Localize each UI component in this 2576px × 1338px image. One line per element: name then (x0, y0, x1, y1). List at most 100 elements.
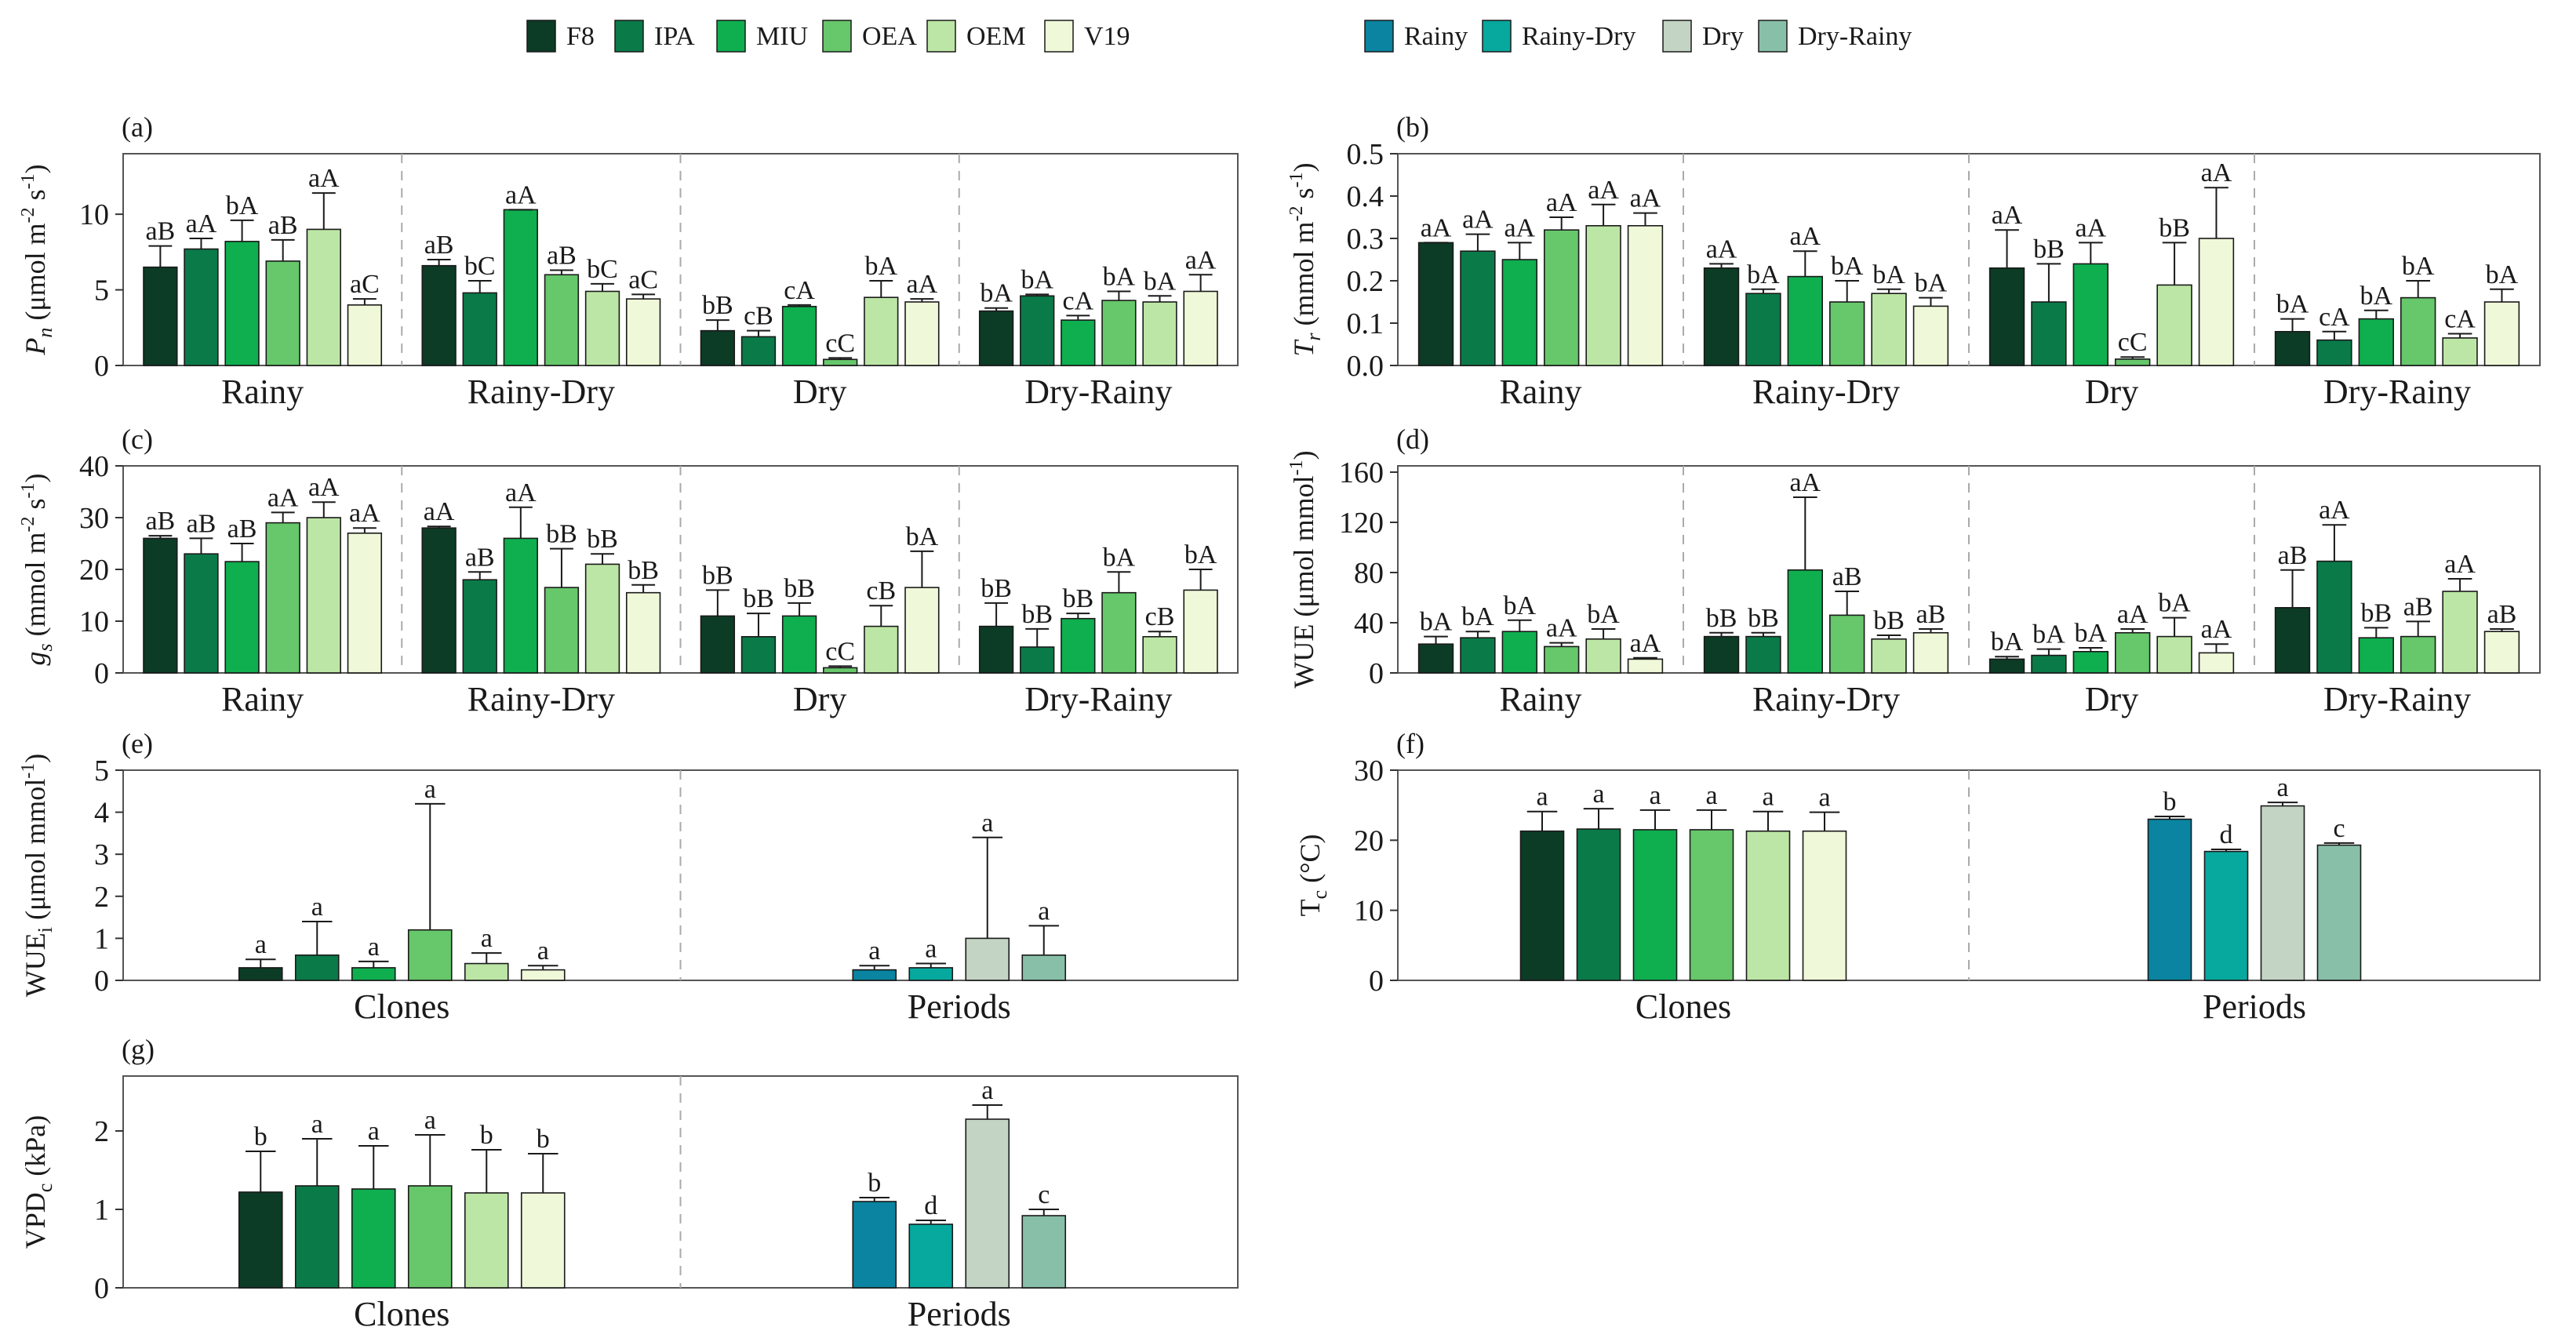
bar (238, 967, 283, 981)
y-tick-label: 2 (94, 881, 109, 914)
bar (2072, 263, 2108, 366)
significance-label: aB (268, 211, 298, 240)
bar (1585, 224, 1621, 366)
significance-label: bA (1991, 627, 2024, 656)
panel-label: (b) (1396, 111, 1429, 143)
bar (1101, 300, 1137, 366)
bar (700, 329, 736, 366)
x-group-label: Clones (1635, 987, 1731, 1026)
legend-swatch (1044, 20, 1074, 53)
legend-swatch (1758, 20, 1788, 53)
x-group-label: Rainy-Dry (1752, 373, 1900, 411)
significance-label: aA (1462, 205, 1494, 235)
significance-label: a (868, 936, 880, 965)
significance-label: bB (702, 561, 733, 590)
panel-label: (f) (1396, 728, 1424, 759)
significance-label: aA (349, 499, 380, 528)
bar (2156, 284, 2192, 366)
significance-label: bB (1062, 584, 1093, 613)
y-tick-label: 5 (94, 754, 109, 787)
bar (823, 667, 858, 674)
chart-panel-b: (b) 0.0 0.1 0.2 0.3 0.4 0.5 Tr​ (mmol m-2​ s-1​… (1286, 111, 2541, 411)
bar (2260, 805, 2305, 981)
significance-label: a (368, 1117, 380, 1146)
y-tick-label: 2 (94, 1115, 109, 1148)
legend: F8 IPA MIU OEA OEM V19 Rainy Rainy-Dry Dry Dry-Ra… (526, 20, 1912, 53)
legend-label: Dry (1702, 22, 1744, 51)
bar (351, 1188, 396, 1289)
significance-label: aB (2487, 600, 2517, 629)
bar (1576, 828, 1621, 981)
significance-label: bA (980, 279, 1013, 308)
significance-label: a (925, 935, 937, 964)
bar (2072, 650, 2108, 674)
legend-item-rainy-dry: Rainy-Dry (1482, 20, 1635, 53)
bar (462, 579, 497, 674)
significance-label: aA (1789, 222, 1821, 251)
significance-label: aB (1832, 562, 1862, 591)
bar (1871, 293, 1907, 366)
chart-panel-e: (e) 0 1 2 3 4 5 WUEi​ (μmol mmol-1​) Clones a a a a a… (18, 728, 1239, 1026)
bar (978, 310, 1014, 366)
bar (520, 1192, 566, 1289)
bar (1988, 658, 2025, 674)
legend-swatch (716, 20, 746, 53)
significance-label: bA (2276, 290, 2309, 319)
bar (1183, 589, 1218, 674)
significance-label: aA (2319, 496, 2350, 525)
bar (265, 522, 300, 674)
significance-label: bA (1103, 263, 1136, 292)
significance-label: bB (2360, 598, 2392, 627)
bar (1544, 229, 1580, 366)
x-group-label: Dry-Rainy (2323, 373, 2471, 411)
bar (1829, 301, 1865, 366)
bar (1021, 954, 1067, 981)
legend-swatch (926, 20, 956, 53)
significance-label: aA (2201, 158, 2232, 187)
legend-label: OEM (966, 22, 1026, 51)
significance-label: a (481, 924, 493, 953)
bar (1142, 301, 1177, 366)
x-group-label: Rainy (221, 373, 304, 411)
significance-label: bB (628, 556, 659, 585)
bar (407, 1185, 453, 1289)
x-group-label: Periods (2203, 987, 2306, 1026)
significance-label: aA (1630, 184, 1661, 213)
legend-item-f8: F8 (526, 20, 595, 53)
significance-label: aB (424, 231, 454, 260)
significance-label: aA (2117, 600, 2148, 629)
y-tick-label: 0.3 (1347, 223, 1384, 256)
significance-label: cB (744, 302, 773, 331)
y-tick-label: 20 (79, 554, 109, 587)
bar (2198, 238, 2235, 366)
bar (904, 587, 940, 674)
significance-label: bB (2033, 235, 2065, 264)
bar (1912, 631, 1949, 674)
y-axis-label: gs​ (mmol m-2​ s-1​) (18, 473, 56, 665)
significance-label: bB (1706, 604, 1737, 633)
significance-label: a (1038, 896, 1050, 925)
legend-swatch (1662, 20, 1692, 53)
chart-panel-d: (d) 0 40 80 120 160 WUE (μmol mmol-1​) Rainy bA b… (1286, 424, 2541, 718)
y-tick-label: 3 (94, 838, 109, 871)
panel-label: (c) (122, 424, 153, 455)
bar (1544, 645, 1580, 674)
panel-label: (d) (1396, 424, 1429, 455)
legend-label: Rainy-Dry (1522, 22, 1635, 51)
y-tick-label: 4 (94, 797, 109, 830)
bar (1871, 638, 1907, 674)
x-group-label: Dry-Rainy (1024, 373, 1172, 411)
bar (740, 336, 777, 366)
y-tick-label: 40 (1354, 607, 1384, 640)
bar (224, 561, 260, 674)
bar (238, 1191, 283, 1289)
chart-panel-c: (c) 0 10 20 30 40 gs​ (mmol m-2​ s-1​) Rainy aB a… (18, 424, 1239, 718)
bar (2442, 591, 2478, 674)
y-tick-label: 120 (1339, 507, 1384, 540)
significance-label: aC (350, 270, 380, 299)
significance-label: bA (2402, 252, 2435, 281)
significance-label: bA (1420, 608, 1453, 637)
bar (1745, 635, 1781, 674)
significance-label: bC (464, 252, 496, 281)
